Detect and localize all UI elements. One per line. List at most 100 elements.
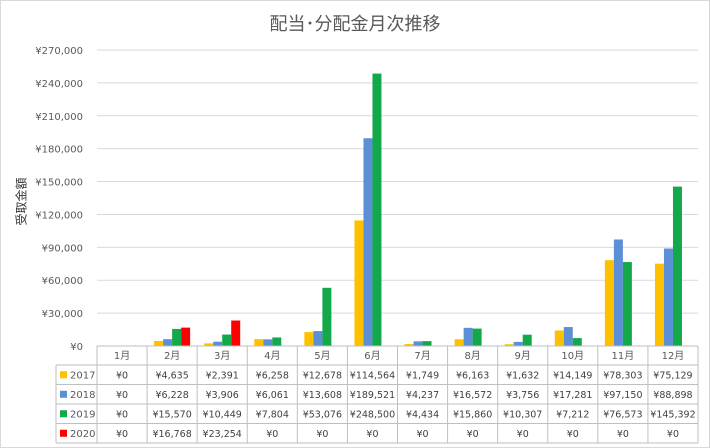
data-label: ¥0 xyxy=(266,429,278,440)
bar xyxy=(254,339,264,346)
bar xyxy=(213,341,223,346)
x-tick-label: 2月 xyxy=(164,350,180,362)
bar xyxy=(522,334,532,346)
x-tick-label: 8月 xyxy=(464,350,480,362)
data-label: ¥15,570 xyxy=(152,409,191,420)
bar xyxy=(554,330,564,346)
data-label: ¥1,632 xyxy=(506,370,539,381)
data-label: ¥2,391 xyxy=(206,370,239,381)
data-label: ¥4,237 xyxy=(406,390,439,401)
x-tick-label: 11月 xyxy=(612,350,635,362)
data-label: ¥0 xyxy=(316,429,328,440)
data-label: ¥75,129 xyxy=(653,370,692,381)
data-label: ¥248,500 xyxy=(350,409,395,420)
data-label: ¥13,608 xyxy=(303,390,342,401)
y-tick-label: ¥90,000 xyxy=(42,243,83,254)
y-tick-label: ¥240,000 xyxy=(35,79,83,90)
data-label: ¥4,635 xyxy=(156,370,189,381)
data-label: ¥97,150 xyxy=(603,390,642,401)
bar xyxy=(404,344,414,346)
bar xyxy=(372,73,382,346)
bar xyxy=(613,239,623,346)
data-label: ¥6,228 xyxy=(156,390,189,401)
bar xyxy=(563,327,573,346)
data-label: ¥0 xyxy=(517,429,529,440)
data-label: ¥0 xyxy=(667,429,679,440)
data-label: ¥0 xyxy=(116,429,128,440)
bar xyxy=(304,332,314,346)
legend-swatch xyxy=(60,429,67,437)
data-label: ¥7,804 xyxy=(256,409,289,420)
data-label: ¥7,212 xyxy=(556,409,589,420)
data-label: ¥6,258 xyxy=(256,370,289,381)
x-tick-label: 4月 xyxy=(264,350,280,362)
data-label: ¥0 xyxy=(416,429,428,440)
data-label: ¥3,756 xyxy=(506,390,539,401)
bar xyxy=(231,320,241,346)
x-tick-label: 1月 xyxy=(114,350,130,362)
y-tick-label: ¥60,000 xyxy=(42,276,83,287)
data-label: ¥6,163 xyxy=(456,370,489,381)
data-label: ¥0 xyxy=(116,390,128,401)
legend-label: 2018 xyxy=(70,390,95,401)
bar xyxy=(181,327,191,346)
data-label: ¥14,149 xyxy=(553,370,592,381)
data-label: ¥16,572 xyxy=(453,390,492,401)
bar xyxy=(172,328,182,346)
data-label: ¥10,449 xyxy=(203,409,242,420)
data-label: ¥23,254 xyxy=(203,429,242,440)
bar xyxy=(463,327,473,346)
data-label: ¥10,307 xyxy=(503,409,542,420)
bar xyxy=(154,340,164,346)
bar xyxy=(354,220,364,346)
data-label: ¥189,521 xyxy=(350,390,395,401)
data-label: ¥0 xyxy=(116,370,128,381)
bar xyxy=(363,138,373,346)
bar xyxy=(272,337,282,346)
data-label: ¥17,281 xyxy=(553,390,592,401)
x-tick-label: 6月 xyxy=(364,350,380,362)
bar xyxy=(263,339,273,346)
bar xyxy=(422,341,432,346)
data-label: ¥145,392 xyxy=(650,409,695,420)
y-tick-label: ¥210,000 xyxy=(35,112,83,123)
data-label: ¥76,573 xyxy=(603,409,642,420)
bar xyxy=(204,343,214,346)
y-tick-label: ¥30,000 xyxy=(42,309,83,320)
data-label: ¥0 xyxy=(366,429,378,440)
data-label: ¥88,898 xyxy=(653,390,692,401)
y-tick-label: ¥180,000 xyxy=(35,145,83,156)
y-tick-label: ¥120,000 xyxy=(35,210,83,221)
x-tick-label: 10月 xyxy=(561,350,584,362)
data-label: ¥114,564 xyxy=(350,370,395,381)
x-tick-label: 9月 xyxy=(515,350,531,362)
bar xyxy=(313,331,323,346)
bar xyxy=(572,338,582,346)
legend-label: 2017 xyxy=(70,370,95,381)
x-tick-label: 12月 xyxy=(662,350,685,362)
bar xyxy=(672,186,682,346)
data-label: ¥1,749 xyxy=(406,370,439,381)
y-tick-label: ¥150,000 xyxy=(35,178,83,189)
bar xyxy=(604,260,614,346)
y-tick-label: ¥270,000 xyxy=(35,46,83,57)
bar xyxy=(454,339,464,346)
bar xyxy=(513,341,523,346)
bar xyxy=(322,287,332,346)
legend-label: 2019 xyxy=(70,409,95,420)
bar xyxy=(222,334,232,346)
legend-swatch xyxy=(60,371,67,379)
data-label: ¥15,860 xyxy=(453,409,492,420)
data-label: ¥0 xyxy=(617,429,629,440)
x-tick-label: 3月 xyxy=(214,350,230,362)
data-label: ¥3,906 xyxy=(206,390,239,401)
legend-swatch xyxy=(60,410,67,418)
bar xyxy=(504,344,514,346)
chart-title: 配当･分配金月次推移 xyxy=(269,14,441,35)
data-label: ¥4,434 xyxy=(406,409,439,420)
x-tick-label: 5月 xyxy=(314,350,330,362)
data-label: ¥0 xyxy=(467,429,479,440)
bar xyxy=(413,341,423,346)
data-label: ¥78,303 xyxy=(603,370,642,381)
